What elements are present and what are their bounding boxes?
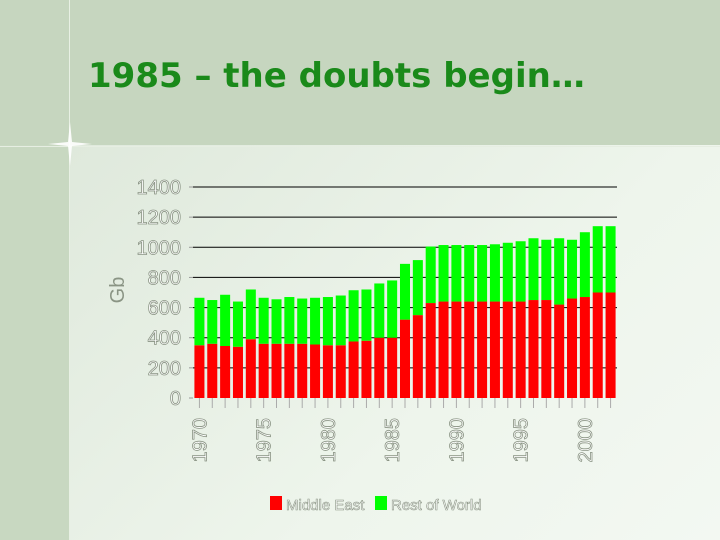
bar-middle-east-1992 [477, 301, 488, 398]
bar-rest-of-world-1998 [554, 238, 565, 305]
decor-vertical-line [69, 0, 70, 540]
x-tick-label: 2000 [575, 418, 597, 463]
legend-label-0: Middle East [286, 497, 365, 514]
bar-rest-of-world-1976 [271, 299, 282, 344]
bar-rest-of-world-1971 [207, 300, 218, 344]
bar-rest-of-world-1996 [528, 238, 539, 301]
bar-rest-of-world-1989 [438, 245, 449, 302]
bar-rest-of-world-1994 [502, 242, 513, 302]
bar-middle-east-1974 [245, 339, 256, 398]
x-tick-label: 1985 [382, 418, 404, 463]
slide-title: 1985 – the doubts begin… [88, 56, 585, 96]
bar-rest-of-world-2000 [579, 232, 590, 298]
bar-rest-of-world-1980 [322, 297, 333, 346]
y-tick-label: 1000 [137, 237, 182, 259]
y-tick-labels: 0 200 400 600 800 1000 1200 1400 [136, 177, 182, 411]
legend-swatch-1 [375, 496, 387, 510]
bar-rest-of-world-1984 [374, 283, 385, 338]
bar-middle-east-1996 [528, 300, 539, 398]
bar-middle-east-2001 [592, 292, 603, 398]
bar-middle-east-1994 [502, 301, 513, 398]
x-tick-label: 1995 [511, 418, 533, 463]
bar-middle-east-1980 [322, 345, 333, 398]
bar-rest-of-world-1983 [361, 289, 372, 341]
bar-middle-east-1970 [194, 345, 205, 398]
bar-rest-of-world-2001 [592, 226, 603, 293]
bar-middle-east-1990 [451, 301, 462, 398]
bar-middle-east-1977 [284, 343, 295, 398]
bar-middle-east-1984 [374, 337, 385, 398]
bar-middle-east-1983 [361, 340, 372, 398]
bar-middle-east-1998 [554, 304, 565, 398]
y-axis-label: Gb [107, 277, 129, 304]
bar-rest-of-world-1986 [399, 263, 411, 320]
bar-rest-of-world-1995 [515, 241, 526, 302]
legend-label-1: Rest of World [391, 497, 482, 514]
bar-middle-east-1976 [271, 343, 282, 398]
bar-rest-of-world-1987 [412, 260, 423, 316]
bar-middle-east-1972 [220, 346, 231, 398]
y-tick-label: 0 [170, 388, 181, 410]
bar-rest-of-world-1988 [425, 246, 436, 304]
bar-rest-of-world-1992 [477, 245, 488, 302]
y-tick-label: 600 [148, 298, 181, 320]
x-tick-labels: 1970 1975 1980 1985 1990 1995 2000 [189, 418, 597, 463]
bar-middle-east-1978 [297, 343, 308, 398]
y-tick-label: 1400 [137, 177, 182, 199]
bar-rest-of-world-2002 [605, 226, 616, 293]
bar-middle-east-1973 [232, 346, 243, 398]
bar-middle-east-1997 [541, 300, 552, 398]
header-band [0, 0, 720, 145]
bar-middle-east-1979 [310, 344, 321, 398]
bar-middle-east-2002 [605, 292, 616, 398]
chart-legend: Middle East Rest of World [270, 496, 482, 514]
sparkle-icon [48, 122, 92, 166]
bar-rest-of-world-1975 [258, 297, 269, 344]
decor-horizontal-line [0, 146, 720, 147]
bar-rest-of-world-1981 [335, 295, 346, 346]
bar-middle-east-1991 [464, 301, 475, 398]
y-tick-label: 200 [148, 358, 181, 380]
bar-middle-east-2000 [579, 297, 590, 398]
bar-middle-east-1995 [515, 301, 526, 398]
y-tick-label: 800 [148, 267, 181, 289]
bar-middle-east-1987 [412, 315, 423, 398]
bar-rest-of-world-1979 [310, 297, 321, 345]
x-tick-label: 1975 [254, 418, 276, 463]
bar-rest-of-world-1974 [245, 289, 256, 340]
bar-rest-of-world-1993 [489, 244, 500, 302]
bar-rest-of-world-1997 [541, 239, 552, 301]
y-tick-label: 1200 [137, 207, 182, 229]
bar-middle-east-1988 [425, 303, 436, 398]
bar-middle-east-1971 [207, 343, 218, 398]
bar-rest-of-world-1982 [348, 290, 359, 342]
x-tick-label: 1970 [189, 418, 211, 463]
left-band [0, 145, 70, 540]
legend-swatch-0 [270, 496, 282, 510]
x-tick-label: 1990 [446, 418, 468, 463]
chart-bars [194, 226, 616, 398]
bar-rest-of-world-1970 [194, 297, 205, 346]
bar-middle-east-1985 [387, 337, 398, 398]
bar-rest-of-world-1991 [464, 245, 475, 302]
bar-rest-of-world-1977 [284, 297, 295, 344]
bar-rest-of-world-1990 [451, 245, 462, 302]
bar-rest-of-world-1973 [232, 301, 243, 347]
x-tick-label: 1980 [318, 418, 340, 463]
bar-middle-east-1982 [348, 341, 359, 398]
y-tick-label: 400 [148, 328, 181, 350]
bar-rest-of-world-1985 [387, 280, 398, 338]
bar-middle-east-1999 [567, 298, 578, 398]
bar-middle-east-1989 [438, 301, 449, 398]
bar-middle-east-1986 [399, 319, 411, 398]
bar-rest-of-world-1972 [220, 294, 231, 347]
bar-middle-east-1993 [489, 301, 500, 398]
bar-middle-east-1981 [335, 345, 346, 398]
bar-rest-of-world-1978 [297, 298, 308, 344]
bar-middle-east-1975 [258, 343, 269, 398]
bar-rest-of-world-1999 [567, 239, 578, 299]
